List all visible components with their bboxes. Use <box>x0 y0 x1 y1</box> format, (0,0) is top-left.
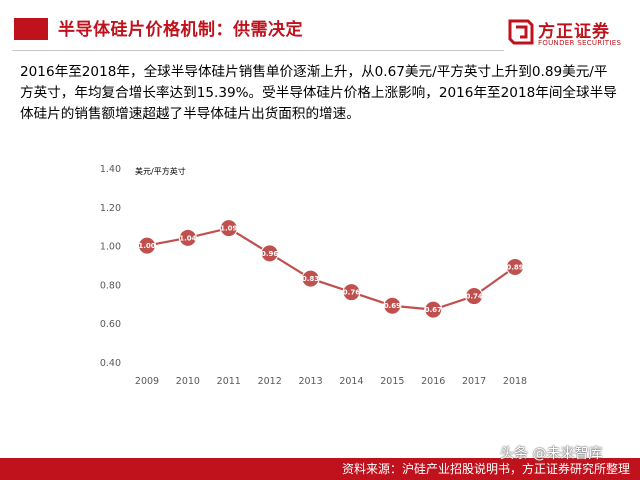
data-label: 0.74 <box>465 293 482 301</box>
data-point <box>219 219 238 238</box>
x-tick-label: 2015 <box>380 376 404 387</box>
y-tick-label: 1.20 <box>100 203 121 214</box>
y-tick-label: 0.40 <box>100 358 121 369</box>
data-point <box>178 228 197 247</box>
x-tick-label: 2010 <box>176 376 200 387</box>
header-rule <box>12 50 504 51</box>
data-point <box>138 236 156 255</box>
footer-bar <box>0 458 640 480</box>
y-axis-label: 美元/平方英寸 <box>135 166 186 176</box>
x-tick-label: 2013 <box>298 376 322 387</box>
title-marker <box>14 18 48 40</box>
x-tick-label: 2017 <box>462 376 486 387</box>
data-label: 0.83 <box>302 275 319 283</box>
body-paragraph: 2016年至2018年，全球半导体硅片销售单价逐渐上升，从0.67美元/平方英寸… <box>20 64 617 122</box>
data-label: 0.69 <box>384 302 401 310</box>
data-label: 0.76 <box>343 289 360 297</box>
logo-text-cn: 方正证券 <box>538 22 610 42</box>
founder-logo-icon <box>508 19 534 45</box>
data-label: 1.04 <box>179 234 196 242</box>
data-label: 0.96 <box>261 250 278 258</box>
x-tick-label: 2018 <box>503 376 527 387</box>
slide-header: 半导体硅片价格机制：供需决定 方正证券 FOUNDER SECURITIES <box>0 0 640 58</box>
slide-title: 半导体硅片价格机制：供需决定 <box>58 20 303 40</box>
y-tick-label: 1.00 <box>100 242 121 253</box>
data-point <box>465 287 484 306</box>
data-label: 1.00 <box>138 242 155 250</box>
logo-text-en: FOUNDER SECURITIES <box>538 39 622 47</box>
x-tick-label: 2009 <box>135 376 159 387</box>
watermark: 头条 @未来智库 <box>500 446 603 462</box>
data-label: 0.89 <box>506 263 523 271</box>
x-tick-label: 2014 <box>339 376 363 387</box>
source-note: 资料来源：沪硅产业招股说明书，方正证券研究所整理 <box>341 462 630 476</box>
y-tick-label: 1.40 <box>100 164 121 175</box>
brand-logo: 方正证券 FOUNDER SECURITIES <box>508 17 634 51</box>
series-line <box>146 227 516 311</box>
y-tick-label: 0.60 <box>100 319 121 330</box>
data-point <box>506 257 524 276</box>
data-point <box>383 296 402 315</box>
x-tick-label: 2012 <box>258 376 282 387</box>
y-tick-label: 0.80 <box>100 280 121 291</box>
x-tick-label: 2016 <box>421 376 445 387</box>
data-point <box>424 300 443 319</box>
x-tick-label: 2011 <box>217 376 241 387</box>
data-label: 1.09 <box>220 225 237 233</box>
price-line-chart: 1.40 1.20 1.00 0.80 0.60 0.40 美元/平方英寸 2009 2010 2… <box>100 164 527 387</box>
data-point <box>342 283 361 302</box>
data-point <box>301 269 320 288</box>
data-label: 0.67 <box>425 306 442 314</box>
data-point <box>260 244 279 263</box>
